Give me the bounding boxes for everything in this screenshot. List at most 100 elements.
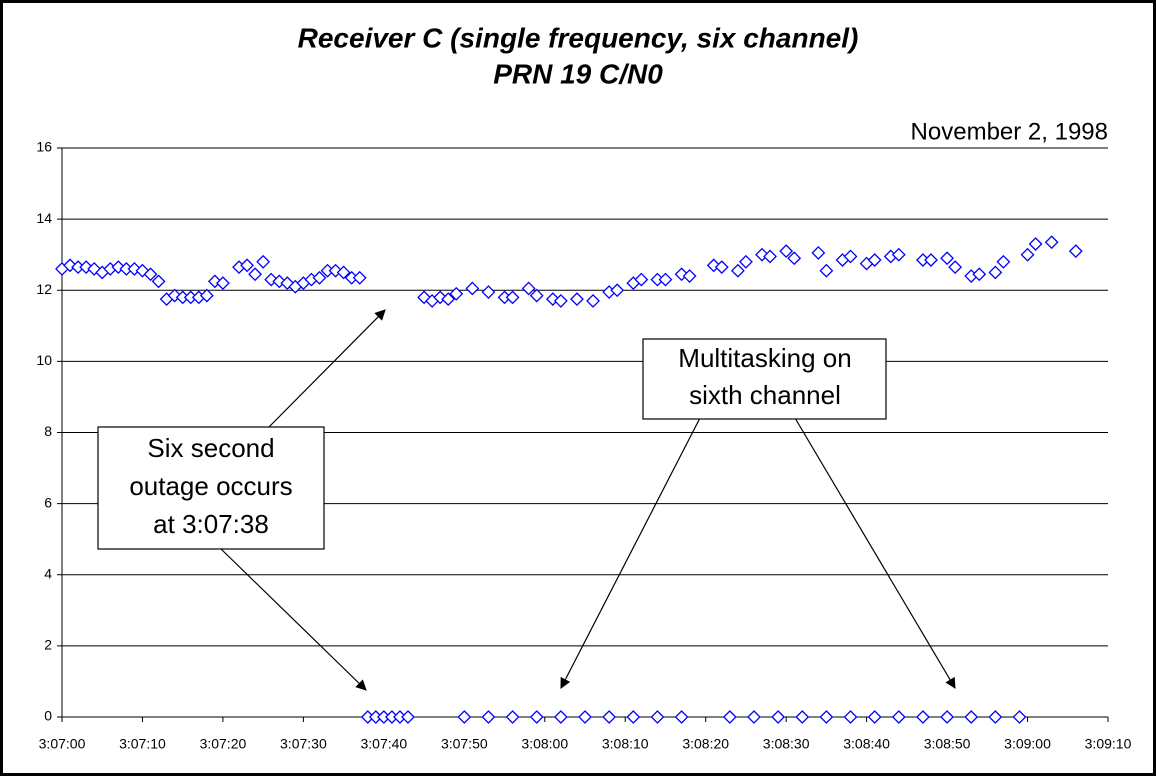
- data-point: [674, 710, 689, 724]
- x-tick-label: 3:07:20: [200, 736, 247, 752]
- y-tick-label: 8: [44, 423, 52, 439]
- data-point: [714, 260, 729, 275]
- x-tick-label: 3:07:30: [280, 736, 327, 752]
- data-point: [401, 710, 415, 724]
- data-point: [795, 710, 810, 724]
- data-point: [1028, 237, 1043, 251]
- data-point: [240, 258, 254, 273]
- data-point: [634, 272, 649, 287]
- x-tick-label: 3:09:00: [1004, 736, 1051, 752]
- data-point: [449, 286, 464, 301]
- data-point: [867, 253, 882, 267]
- data-point: [352, 270, 367, 285]
- data-point: [1012, 710, 1027, 724]
- data-point: [819, 710, 834, 724]
- x-tick-label: 3:07:40: [360, 736, 407, 752]
- data-point: [722, 710, 737, 724]
- annotations: Six second outage occurs at 3:07:38 Multita…: [97, 309, 956, 691]
- data-point: [739, 254, 753, 269]
- data-point: [553, 293, 568, 308]
- data-point: [143, 267, 158, 282]
- data-point: [730, 263, 745, 278]
- y-tick-label: 14: [36, 210, 52, 226]
- data-point: [916, 710, 930, 724]
- data-point: [650, 710, 665, 724]
- y-tick-label: 12: [36, 281, 52, 297]
- annotation-text: Six second: [147, 433, 274, 463]
- x-tick-label: 3:08:20: [682, 736, 729, 752]
- data-point: [988, 710, 1003, 724]
- x-tick-label: 3:08:30: [763, 736, 810, 752]
- data-point: [763, 249, 777, 264]
- data-point: [771, 710, 786, 724]
- annotation-text: Multitasking on: [678, 343, 851, 373]
- data-point: [811, 245, 826, 260]
- data-point: [843, 710, 858, 724]
- annotation-text: outage occurs: [129, 471, 292, 501]
- data-point: [529, 288, 544, 303]
- data-point: [867, 710, 882, 724]
- data-point: [610, 283, 625, 298]
- data-point: [481, 285, 496, 299]
- data-point: [996, 254, 1011, 269]
- data-point: [570, 292, 584, 307]
- x-tick-label: 3:07:50: [441, 736, 488, 752]
- annotation-text: sixth channel: [689, 380, 841, 410]
- data-point: [336, 265, 351, 280]
- data-point: [1044, 235, 1059, 250]
- data-point: [787, 251, 802, 266]
- data-point: [465, 281, 480, 296]
- y-tick-label: 6: [44, 494, 52, 510]
- data-point: [747, 710, 761, 724]
- data-point: [505, 710, 520, 724]
- data-point: [312, 270, 327, 285]
- data-point: [521, 281, 536, 296]
- data-point: [248, 267, 263, 282]
- data-point: [151, 274, 166, 289]
- data-point: [199, 288, 214, 303]
- annotation-text: at 3:07:38: [153, 509, 269, 539]
- data-point: [1020, 247, 1035, 262]
- y-tick-label: 16: [36, 139, 52, 155]
- data-point: [256, 254, 271, 269]
- chart-title: PRN 19 C/N0: [493, 58, 663, 89]
- data-point: [940, 710, 954, 724]
- x-tick-label: 3:09:10: [1085, 736, 1132, 752]
- arrow: [219, 547, 367, 691]
- arrow: [794, 417, 956, 689]
- chart-title: Receiver C (single frequency, six channe…: [298, 22, 859, 53]
- data-point: [658, 272, 673, 287]
- x-tick-label: 3:08:40: [843, 736, 890, 752]
- data-point: [578, 710, 592, 724]
- annotation-box: [642, 338, 887, 420]
- x-tick-label: 3:08:50: [924, 736, 971, 752]
- data-point: [682, 269, 697, 283]
- data-point: [216, 276, 230, 291]
- arrow: [560, 417, 701, 689]
- data-point: [948, 260, 963, 275]
- data-point: [843, 249, 858, 264]
- data-point: [964, 710, 979, 724]
- x-tick-label: 3:08:00: [521, 736, 568, 752]
- y-tick-label: 2: [44, 637, 52, 653]
- data-point: [972, 267, 987, 282]
- y-tick-label: 4: [44, 565, 52, 581]
- data-point: [891, 710, 906, 724]
- data-point: [924, 253, 938, 267]
- y-tick-label: 0: [44, 708, 52, 724]
- data-point: [1068, 244, 1083, 259]
- data-point: [586, 293, 600, 308]
- data-point: [779, 244, 794, 259]
- data-point: [626, 710, 641, 724]
- annotation-box: [97, 426, 325, 550]
- data-point: [602, 710, 617, 724]
- y-tick-label: 10: [36, 352, 52, 368]
- data-point: [529, 710, 544, 724]
- data-point: [940, 251, 954, 266]
- data-point: [505, 290, 520, 305]
- chart-subtitle: November 2, 1998: [911, 118, 1108, 145]
- data-point: [891, 247, 906, 262]
- data-point: [481, 710, 496, 724]
- arrow: [267, 309, 386, 429]
